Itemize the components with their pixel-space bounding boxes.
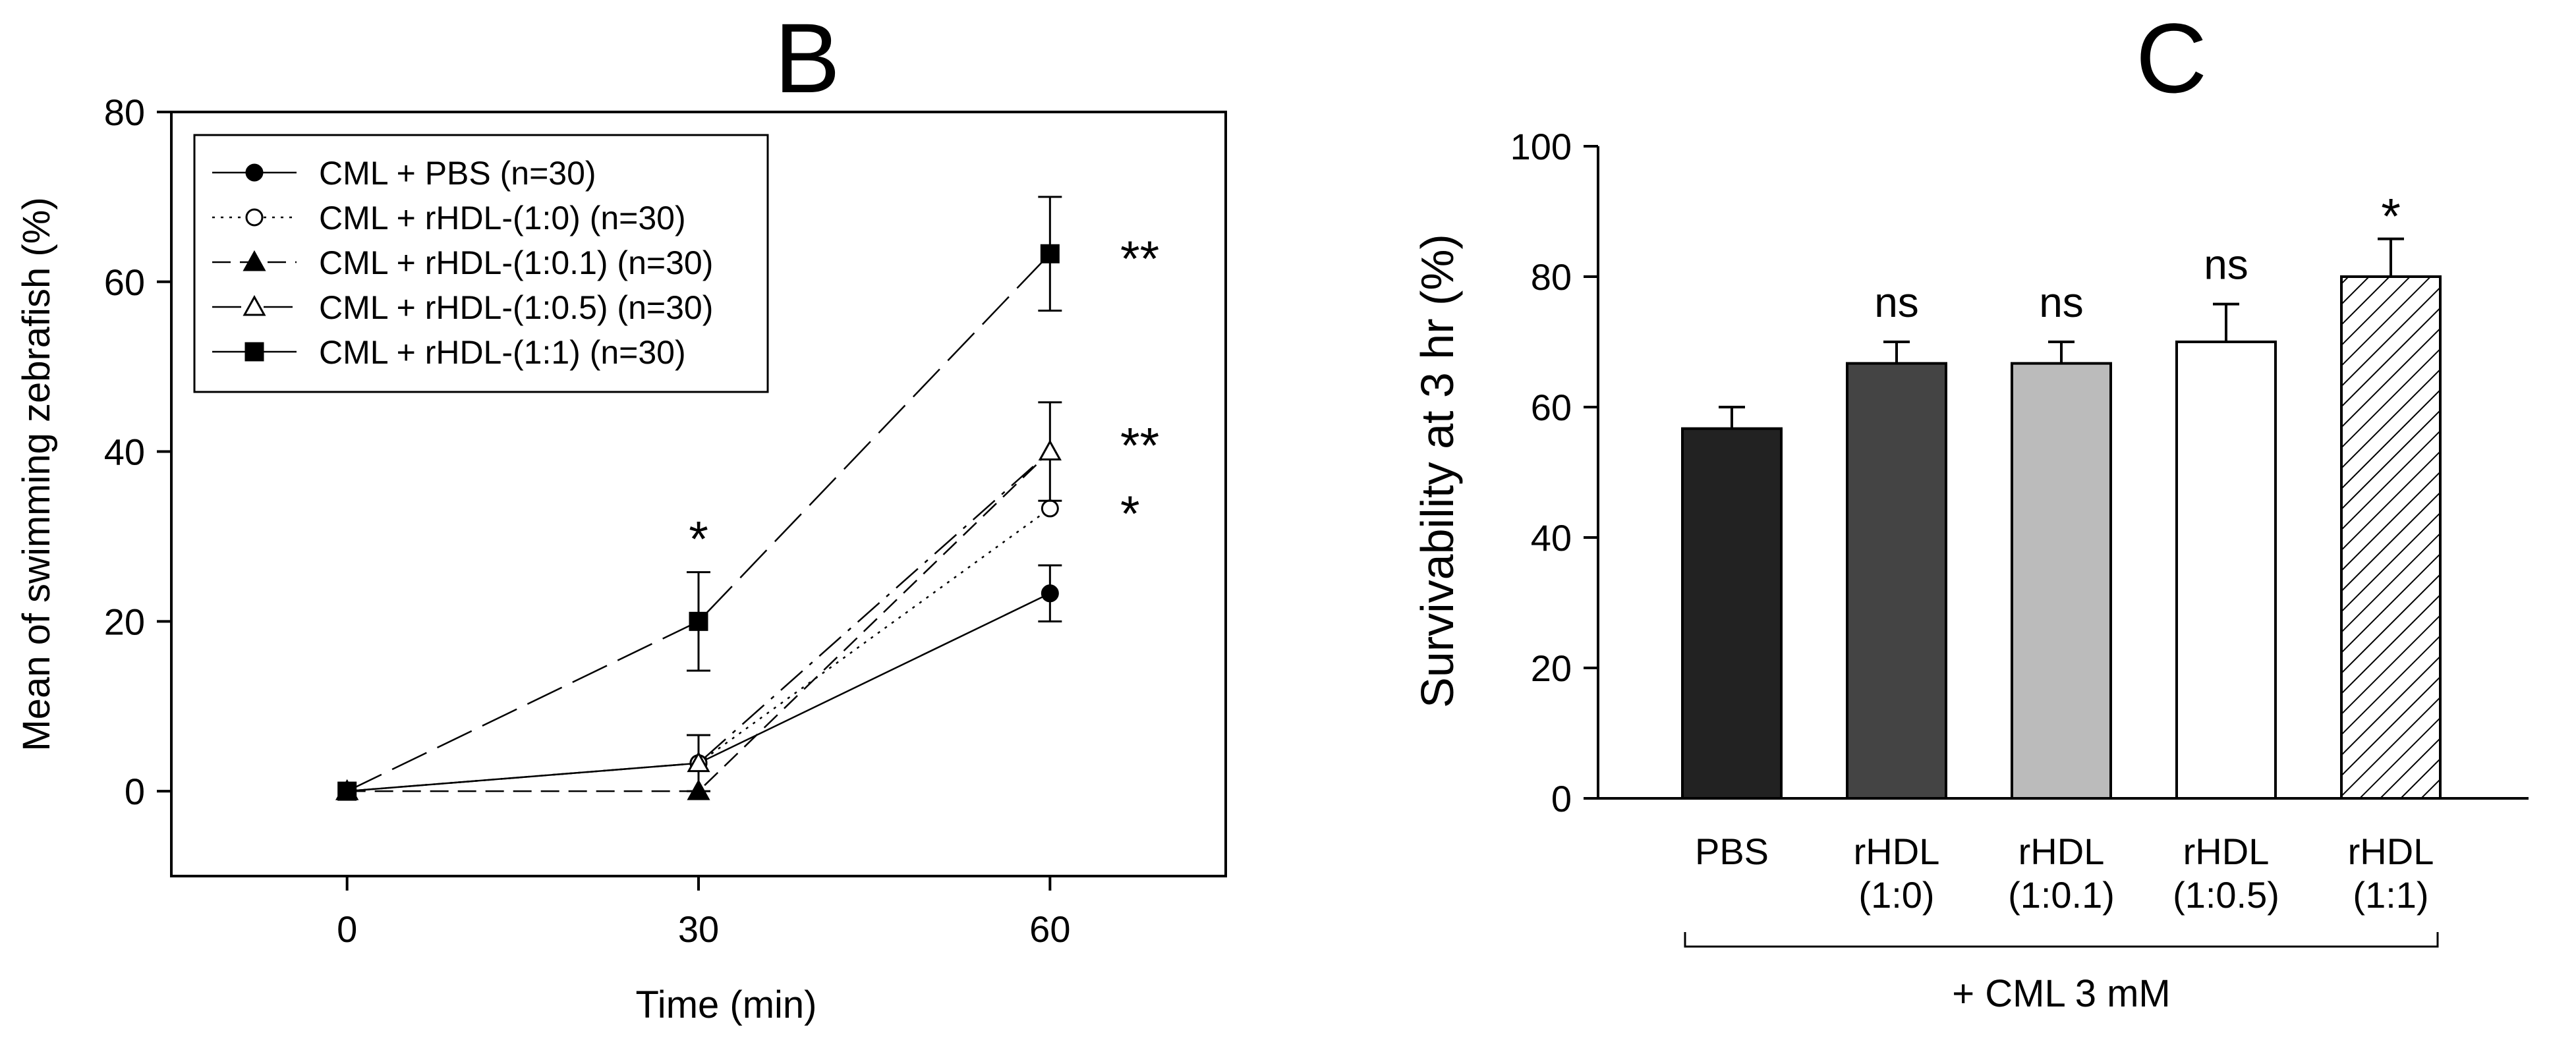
panel-c-label: C [2136,3,2207,113]
category-label: (1:0.5) [2173,874,2279,916]
legend-label: CML + rHDL-(1:0.5) (n=30) [319,289,713,326]
series-4 [335,401,1062,800]
panel-b-x-axis-title: Time (min) [636,983,817,1026]
data-point [687,751,710,773]
data-point [1040,244,1060,263]
category-label: (1:0) [1858,874,1934,916]
panel-b-y-axis-title: Mean of swimming zebrafish (%) [15,197,58,751]
data-point [1041,499,1059,518]
data-point [1038,439,1062,461]
category-label: PBS [1695,831,1769,872]
y-tick-label: 20 [1531,648,1572,689]
category-label: rHDL [2348,831,2434,872]
bar-group: ns rHDL(1:0.5) [2173,241,2279,916]
bar [1681,427,1783,800]
y-tick-label: 0 [125,771,145,812]
series-line [347,451,1051,792]
bar [2175,341,2277,800]
y-tick-label: 60 [104,262,145,303]
y-tick-label: 40 [1531,517,1572,559]
legend-marker [245,208,264,227]
panel-b-legend: CML + PBS (n=30) CML + rHDL-(1:0) (n=30) C… [193,134,769,393]
significance-marker: ** [1120,231,1159,287]
y-tick-label: 60 [1531,387,1572,428]
panel-c-x-axis-title: + CML 3 mM [1952,972,2170,1015]
legend-label: CML + PBS (n=30) [319,155,596,192]
x-tick-label: 60 [1029,908,1070,950]
significance-label: * [2381,189,2401,245]
category-label: rHDL [1854,831,1940,872]
significance-label: ns [1874,279,1919,326]
bar [1846,362,1947,800]
bar-group: * rHDL(1:1) [2340,189,2442,916]
bar [2340,275,2442,800]
data-point [689,611,708,631]
category-label: rHDL [2018,831,2105,872]
y-tick-label: 100 [1510,126,1572,167]
legend-label: CML + rHDL-(1:0.1) (n=30) [319,244,713,281]
bar-group: ns rHDL(1:0.1) [2008,279,2115,916]
legend-item: CML + PBS (n=30) [212,155,596,192]
panel-b-label: B [774,3,840,113]
legend-item: CML + rHDL-(1:1) (n=30) [212,334,686,371]
panel-b-line-chart: B 0 20 40 60 80 0 30 60 Time (min) Mean of swim… [15,3,1227,1026]
legend-frame [193,134,769,393]
category-label: (1:1) [2353,874,2428,916]
series-line [347,451,1051,792]
legend-item: CML + rHDL-(1:0.1) (n=30) [212,244,713,281]
x-tick-label: 30 [678,908,719,950]
bar [2011,362,2112,800]
legend-item: CML + rHDL-(1:0) (n=30) [212,200,686,236]
y-tick-label: 0 [1551,778,1572,819]
data-point [1041,584,1059,603]
legend-marker [244,342,264,362]
legend-marker [243,294,266,316]
bar-group: PBS [1681,406,1783,872]
significance-label: ns [2039,279,2084,326]
legend-label: CML + rHDL-(1:1) (n=30) [319,334,686,371]
significance-marker: ** [1120,418,1159,474]
treatment-group-bracket [1684,932,2439,948]
panel-c-y-axis-title: Survivability at 3 hr (%) [1412,234,1463,708]
bar-group: ns rHDL(1:0) [1846,279,1947,916]
y-tick-label: 40 [104,431,145,473]
category-label: (1:0.1) [2008,874,2115,916]
y-tick-label: 20 [104,601,145,642]
data-point [337,781,357,801]
legend-item: CML + rHDL-(1:0.5) (n=30) [212,289,713,326]
series-line [347,253,1051,792]
significance-marker: * [1120,486,1140,542]
significance-marker: * [689,511,708,567]
legend-marker [243,250,266,271]
y-tick-label: 80 [1531,256,1572,298]
legend-label: CML + rHDL-(1:0) (n=30) [319,200,686,236]
x-tick-label: 0 [337,908,357,950]
series-5 [337,196,1062,801]
panel-c-bar-chart: C 0 20 40 60 80 100 Survivability at 3 hr (%)… [1412,3,2529,1015]
y-tick-label: 80 [104,92,145,133]
significance-label: ns [2204,241,2248,289]
legend-marker [245,163,264,182]
category-label: rHDL [2183,831,2270,872]
